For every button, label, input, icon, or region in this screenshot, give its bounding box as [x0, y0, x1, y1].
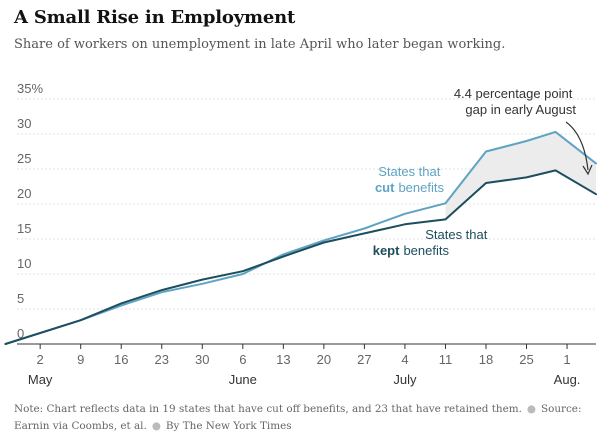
- month-labels: May June July Aug.: [28, 372, 581, 387]
- x-tick-label: 30: [195, 352, 209, 367]
- cut-series-line: [4, 130, 597, 345]
- x-axis-ticks: 2 9 16 23 30 6 13 20 27 4 11 18 25 1: [37, 344, 571, 367]
- separator-dot: ●: [526, 403, 536, 415]
- note-credit: By The New York Times: [165, 420, 292, 432]
- y-tick-label: 35%: [17, 81, 43, 96]
- x-tick-label: 2: [37, 352, 44, 367]
- gap-annotation: 4.4 percentage point gap in early August: [454, 86, 577, 117]
- month-label: May: [28, 372, 53, 387]
- gap-arrowhead: [582, 164, 593, 176]
- x-tick-label: 20: [317, 352, 331, 367]
- x-tick-label: 6: [239, 352, 246, 367]
- gridlines: [17, 98, 596, 310]
- month-label: June: [229, 372, 257, 387]
- y-tick-label: 10: [17, 256, 31, 271]
- kept-series-line: [4, 169, 597, 345]
- kept-series-label: States that kept benefits: [373, 227, 491, 258]
- x-tick-label: 1: [563, 352, 570, 367]
- x-tick-label: 18: [479, 352, 493, 367]
- x-tick-label: 27: [357, 352, 371, 367]
- y-tick-label: 30: [17, 116, 31, 131]
- gap-shading: [445, 131, 596, 220]
- month-label: July: [393, 372, 417, 387]
- x-tick-label: 25: [519, 352, 533, 367]
- y-tick-label: 0: [17, 326, 24, 341]
- separator-dot: ●: [151, 420, 161, 432]
- x-tick-label: 9: [77, 352, 84, 367]
- cut-series-label: States that cut benefits: [375, 164, 445, 195]
- y-tick-label: 5: [17, 291, 24, 306]
- y-tick-label: 15: [17, 221, 31, 236]
- chart-note: Note: Chart reflects data in 19 states t…: [14, 401, 598, 435]
- x-tick-label: 23: [155, 352, 169, 367]
- x-tick-label: 13: [276, 352, 290, 367]
- x-tick-label: 11: [439, 352, 453, 367]
- y-tick-label: 25: [17, 151, 31, 166]
- month-label: Aug.: [554, 372, 581, 387]
- note-source: Source: Earnin via Coombs, et al.: [14, 403, 582, 432]
- chart-subtitle: Share of workers on unemployment in late…: [14, 37, 506, 52]
- note-text: Note: Chart reflects data in 19 states t…: [14, 403, 522, 415]
- x-tick-label: 16: [114, 352, 128, 367]
- series-lines: [4, 130, 597, 345]
- y-axis-ticks: 35% 30 25 20 15 10 5 0: [17, 81, 43, 341]
- gap-arrow: [565, 121, 589, 171]
- y-tick-label: 20: [17, 186, 31, 201]
- chart-title: A Small Rise in Employment: [14, 7, 296, 28]
- x-tick-label: 4: [401, 352, 408, 367]
